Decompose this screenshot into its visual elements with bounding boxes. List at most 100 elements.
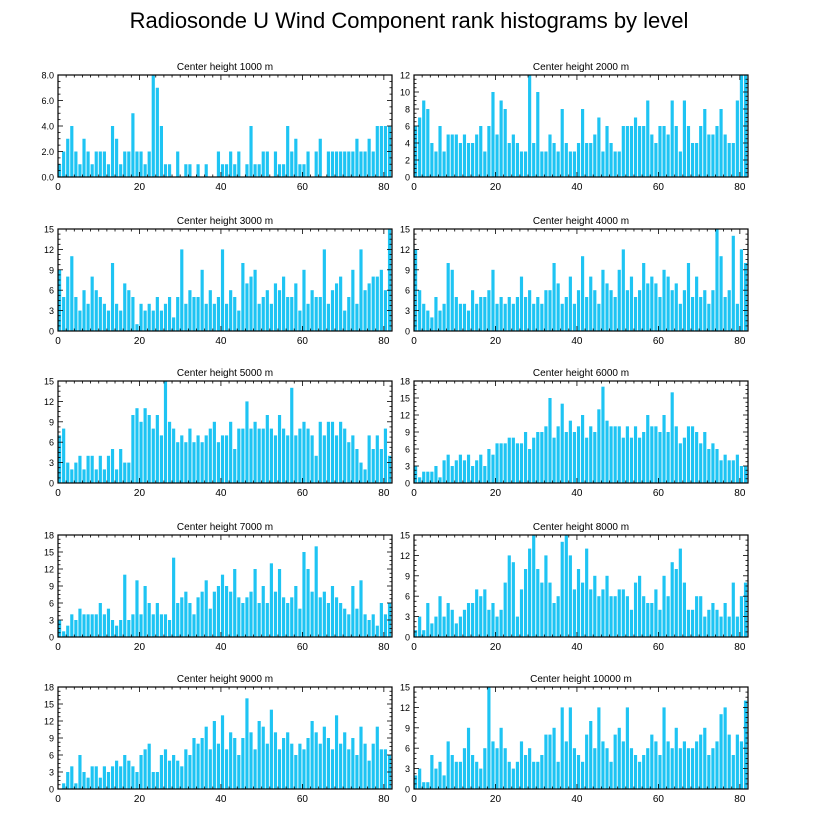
- histogram-bar: [609, 761, 613, 789]
- histogram-bar: [74, 783, 78, 789]
- histogram-bar: [359, 580, 363, 637]
- histogram-bar: [110, 620, 115, 637]
- histogram-bar: [86, 614, 90, 637]
- histogram-bar: [343, 608, 347, 637]
- x-tick-label: 60: [297, 336, 309, 347]
- histogram-bar: [503, 443, 507, 483]
- histogram-bar: [715, 449, 719, 483]
- histogram-bar: [245, 698, 249, 789]
- figure-title: Radiosonde U Wind Component rank histogr…: [129, 8, 689, 33]
- histogram-bar: [511, 437, 515, 483]
- histogram-bar: [609, 290, 613, 331]
- histogram-bar: [172, 428, 176, 483]
- chart-title: Center height 9000 m: [177, 674, 273, 685]
- histogram-bar: [172, 755, 176, 789]
- histogram-bar: [703, 432, 707, 483]
- histogram-bar: [613, 297, 617, 331]
- x-tick-label: 20: [134, 336, 146, 347]
- histogram-bar: [609, 143, 613, 177]
- histogram-bar: [119, 164, 123, 177]
- chart-title: Center height 4000 m: [533, 216, 629, 227]
- histogram-bar: [322, 726, 326, 789]
- histogram-bar: [359, 726, 363, 789]
- histogram-bar: [359, 462, 363, 483]
- histogram-bar: [102, 614, 106, 637]
- histogram-bar: [601, 741, 605, 789]
- histogram-bar: [601, 269, 605, 331]
- histogram-bar: [371, 151, 375, 177]
- histogram-bar: [487, 687, 491, 789]
- chart-title: Center height 6000 m: [533, 368, 629, 379]
- histogram-bar: [585, 437, 589, 483]
- histogram-bar: [727, 143, 731, 177]
- histogram-bar: [70, 256, 74, 331]
- histogram-bar: [650, 276, 654, 331]
- histogram-bar: [450, 755, 454, 789]
- histogram-bar: [471, 755, 475, 789]
- histogram-bar: [564, 741, 568, 789]
- histogram-bar: [74, 620, 78, 637]
- histogram-bar: [184, 591, 188, 637]
- histogram-bar: [528, 449, 532, 483]
- histogram-bar: [723, 707, 727, 789]
- histogram-bar: [115, 625, 119, 637]
- histogram-bar: [491, 269, 495, 331]
- chart-title: Center height 5000 m: [177, 368, 273, 379]
- histogram-bar: [294, 586, 298, 637]
- x-tick-label: 0: [55, 488, 61, 499]
- histogram-bar: [265, 415, 269, 483]
- y-tick-label: 6: [405, 592, 410, 602]
- x-tick-label: 20: [490, 182, 502, 193]
- histogram-bar: [310, 435, 314, 483]
- histogram-bar: [192, 738, 196, 789]
- histogram-bar: [650, 734, 654, 789]
- histogram-bar: [277, 164, 282, 177]
- histogram-bar: [662, 575, 666, 637]
- histogram-bar: [532, 303, 536, 331]
- chart-panel-10: Center height 10000 m 0 20 40 60 80 0 3 6 9 12 15: [400, 674, 749, 805]
- histogram-bar: [540, 303, 544, 331]
- histogram-bar: [379, 603, 383, 637]
- histogram-bar: [638, 126, 642, 177]
- histogram-bar: [711, 443, 715, 483]
- histogram-bar: [334, 597, 339, 637]
- histogram-bar: [613, 426, 617, 483]
- y-tick-label: 0: [49, 327, 54, 337]
- histogram-bar: [127, 462, 131, 483]
- histogram-bar: [220, 249, 225, 331]
- histogram-bar: [208, 290, 212, 331]
- histogram-bar: [548, 398, 552, 483]
- histogram-bar: [581, 582, 585, 637]
- chart-panel-3: Center height 3000 m 0 20 40 60 80 0 3 6 9 12 15: [44, 216, 393, 347]
- histogram-bar: [536, 569, 540, 637]
- histogram-bar: [495, 748, 499, 789]
- y-tick-label: 6: [49, 599, 54, 609]
- histogram-bar: [462, 134, 467, 177]
- histogram-bar: [147, 415, 151, 483]
- histogram-bar: [363, 743, 367, 789]
- histogram-bar: [212, 721, 216, 789]
- histogram-bar: [434, 616, 438, 637]
- histogram-bar: [143, 408, 147, 483]
- histogram-bar: [601, 589, 605, 637]
- histogram-bar: [298, 608, 302, 637]
- histogram-bar: [131, 766, 135, 789]
- x-tick-label: 80: [378, 182, 390, 193]
- histogram-bar: [483, 466, 487, 483]
- histogram-bar: [707, 609, 711, 637]
- histogram-bar: [523, 297, 528, 331]
- histogram-bar: [143, 586, 147, 637]
- histogram-bar: [208, 749, 212, 789]
- histogram-bar: [249, 732, 253, 789]
- chart-panel-9: Center height 9000 m 0 20 40 60 80 0 3 6 9 12 15 18: [44, 674, 393, 805]
- histogram-bar: [727, 290, 731, 331]
- histogram-bar: [359, 151, 363, 177]
- histogram-bar: [196, 435, 200, 483]
- histogram-bar: [167, 620, 172, 637]
- histogram-bar: [503, 109, 507, 177]
- histogram-bar: [355, 303, 359, 331]
- histogram-bar: [314, 455, 318, 483]
- histogram-bar: [245, 283, 249, 331]
- histogram-bar: [326, 151, 330, 177]
- histogram-bar: [74, 462, 78, 483]
